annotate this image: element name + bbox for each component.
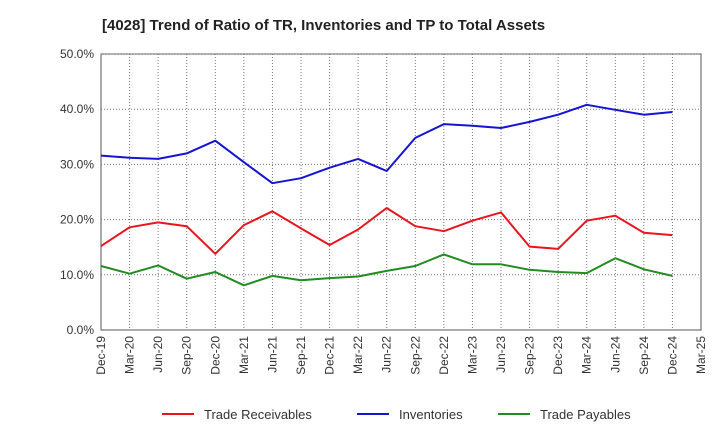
legend-label-1: Trade Receivables [204, 407, 312, 422]
y-tick-label: 0.0% [67, 323, 95, 337]
y-tick-label: 30.0% [60, 157, 94, 171]
x-tick-label: Mar-24 [580, 336, 594, 374]
x-tick-label: Jun-22 [380, 336, 394, 373]
x-tick-label: Mar-22 [351, 336, 365, 374]
x-tick-label: Sep-23 [523, 336, 537, 375]
x-tick-label: Sep-24 [637, 336, 651, 375]
y-tick-label: 10.0% [60, 268, 94, 282]
series-line-2 [100, 103, 673, 185]
plot-area: 0.0% 10.0% 20.0% 30.0% 40.0% 50.0% Dec-19 Mar-2… [60, 47, 708, 375]
x-tick-label: Mar-25 [694, 336, 708, 374]
chart-title: [4028] Trend of Ratio of TR, Inventories… [102, 17, 545, 34]
series-line-1 [100, 207, 673, 255]
legend-label-2: Inventories [399, 407, 463, 422]
legend-label-3: Trade Payables [540, 407, 631, 422]
x-tick-label: Jun-24 [608, 336, 622, 373]
x-tick-label: Jun-20 [151, 336, 165, 373]
x-tick-label: Dec-22 [437, 336, 451, 375]
x-tick-label: Dec-23 [551, 336, 565, 375]
x-tick-label: Sep-20 [180, 336, 194, 375]
x-tick-label: Dec-19 [94, 336, 108, 375]
x-tick-label: Sep-21 [294, 336, 308, 375]
x-tick-label: Mar-23 [465, 336, 479, 374]
x-tick-label: Dec-20 [208, 336, 222, 375]
x-tick-label: Mar-21 [237, 336, 251, 374]
y-tick-label: 20.0% [60, 213, 94, 227]
y-tick-label: 40.0% [60, 102, 94, 116]
x-tick-label: Jun-21 [265, 336, 279, 373]
x-tick-label: Sep-22 [408, 336, 422, 375]
x-tick-label: Mar-20 [123, 336, 137, 374]
y-tick-label: 50.0% [60, 47, 94, 61]
legend: Trade Receivables Inventories Trade Payabl… [162, 407, 631, 422]
x-tick-label: Jun-23 [494, 336, 508, 373]
x-tick-label: Dec-21 [323, 336, 337, 375]
x-tick-label: Dec-24 [665, 336, 679, 375]
plot-frame [100, 53, 702, 331]
series-line-3 [100, 253, 673, 287]
